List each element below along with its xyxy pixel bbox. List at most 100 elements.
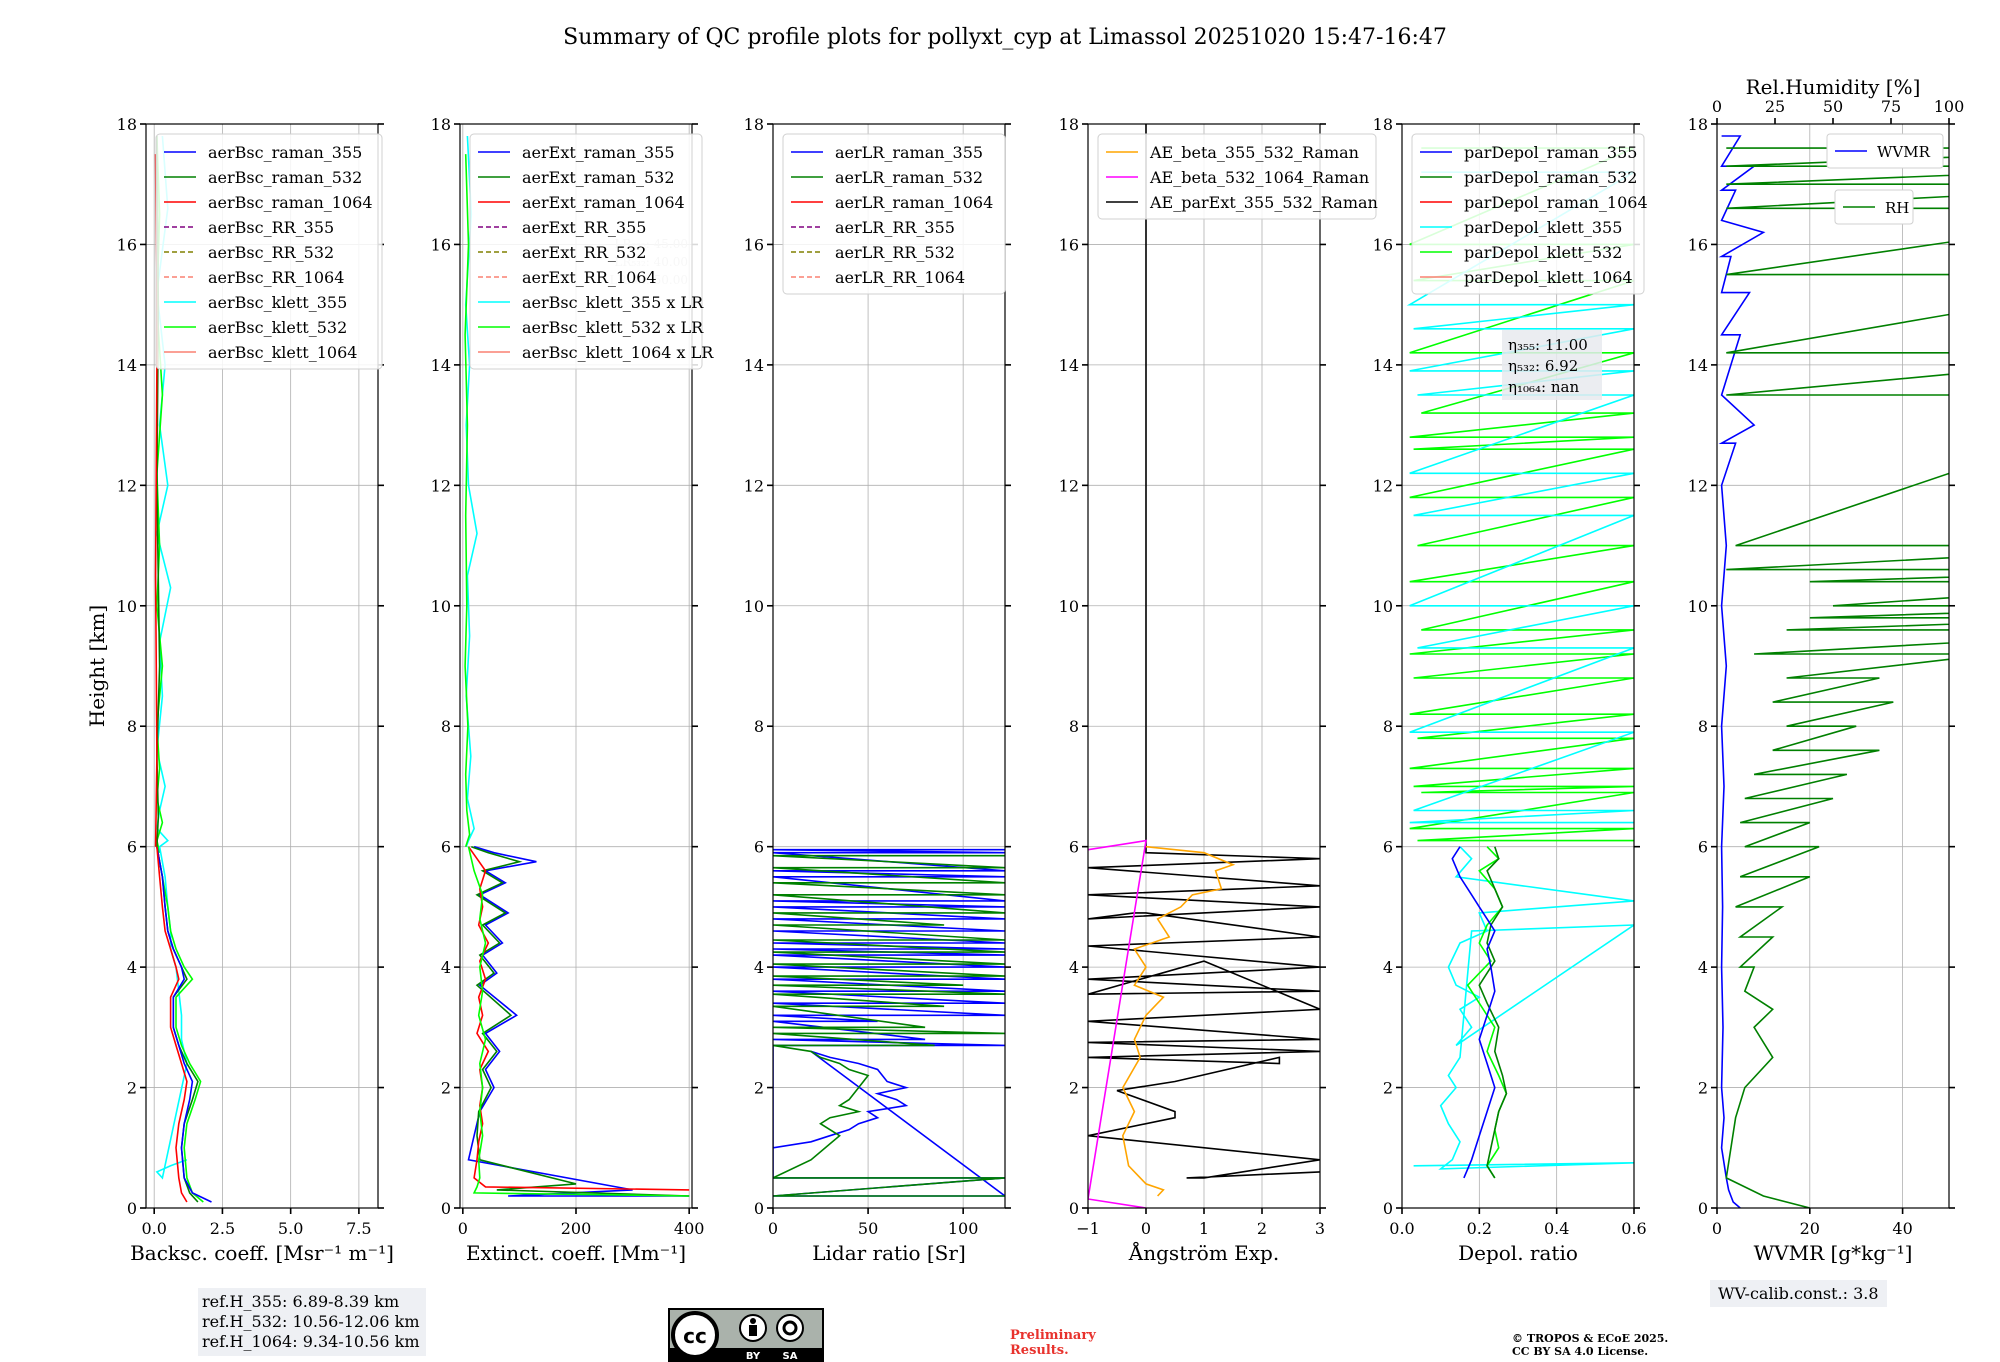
legend-label: aerExt_RR_1064 (522, 268, 657, 287)
preliminary-line-2: Results. (1010, 1343, 1069, 1358)
wv-calib-text: WV-calib.const.: 3.8 (1718, 1284, 1879, 1303)
ytick-label: 4 (754, 958, 764, 977)
preliminary-line-1: Preliminary (1010, 1328, 1096, 1343)
series-aerBsc_raman_1064_low (156, 846, 188, 1203)
legend-label: aerLR_raman_1064 (835, 193, 993, 212)
ytick-label: 0 (1383, 1199, 1393, 1218)
series-aerBsc_raman_532_low (156, 846, 199, 1203)
ytick-label: 2 (1383, 1079, 1393, 1098)
legend-label: aerBsc_klett_355 x LR (522, 293, 704, 312)
xtick-label: 7.5 (346, 1219, 371, 1238)
ytick-label: 6 (441, 838, 451, 857)
legend-label: AE_beta_355_532_Raman (1149, 143, 1359, 162)
series-klett_355_x_LR (464, 135, 478, 847)
ytick-label: 18 (1688, 115, 1708, 134)
ytick-label: 6 (1383, 838, 1393, 857)
xtick-label: 40 (1892, 1219, 1912, 1238)
ytick-label: 14 (1688, 356, 1708, 375)
ytick-label: 0 (1069, 1199, 1079, 1218)
axes-frame (1716, 123, 1950, 1209)
series-AE_beta_355_532_Raman (1121, 845, 1236, 1197)
copyright-notice: © TROPOS & ECoE 2025. CC BY SA 4.0 Licen… (1512, 1332, 1668, 1358)
legend-label: aerBsc_RR_532 (208, 243, 334, 262)
legend-label: aerLR_RR_532 (835, 243, 955, 262)
legend-box (469, 133, 703, 370)
eta-text: η₁₀₆₄: nan (1508, 378, 1579, 396)
xtick-label: 20 (1800, 1219, 1820, 1238)
ytick-label: 18 (1059, 115, 1079, 134)
legend-label: parDepol_klett_355 (1464, 218, 1622, 237)
xtick-label: 0.2 (1467, 1219, 1492, 1238)
ytick-label: 0 (1698, 1199, 1708, 1218)
legend-label: aerExt_raman_355 (522, 143, 675, 162)
series-raman_355 (467, 845, 690, 1197)
xtick-label: 0 (458, 1219, 468, 1238)
ytick-label: 18 (744, 115, 764, 134)
ytick-label: 12 (117, 476, 137, 495)
ytick-label: 18 (1373, 115, 1393, 134)
preliminary-notice: Preliminary Results. (1010, 1328, 1096, 1358)
legend-label: parDepol_klett_532 (1464, 243, 1622, 262)
top-xtick-label: 100 (1934, 97, 1965, 116)
copyright-line-2: CC BY SA 4.0 License. (1512, 1345, 1649, 1358)
xtick-label: 0 (1712, 1219, 1722, 1238)
legend-label: AE_beta_532_1064_Raman (1149, 168, 1369, 187)
ytick-label: 10 (1373, 597, 1393, 616)
legend-label: parDepol_raman_1064 (1464, 193, 1648, 212)
xtick-label: 0.0 (141, 1219, 166, 1238)
cc-license-badge: cc BY SA (668, 1308, 824, 1362)
series-parDepol_klett_355_high (1406, 171, 1634, 824)
legend-label: aerExt_RR_532 (522, 243, 646, 262)
legend-label: parDepol_klett_1064 (1464, 268, 1633, 287)
ytick-label: 14 (744, 356, 764, 375)
xtick-label: 50 (858, 1219, 878, 1238)
top-xtick-label: 50 (1823, 97, 1843, 116)
axes-frame (772, 123, 1006, 1209)
xtick-label: 400 (674, 1219, 705, 1238)
ytick-label: 6 (1698, 838, 1708, 857)
ytick-label: 12 (744, 476, 764, 495)
figure-title: Summary of QC profile plots for pollyxt_… (563, 25, 1447, 50)
copyright-line-1: © TROPOS & ECoE 2025. (1512, 1332, 1669, 1345)
reference-height-box: ref.H_355: 6.89-8.39 km ref.H_532: 10.56… (198, 1288, 426, 1356)
eta-text: η₅₃₂: 6.92 (1508, 357, 1578, 375)
legend-label: aerExt_RR_355 (522, 218, 646, 237)
xaxis-label: Extinct. coeff. [Mm⁻¹] (466, 1241, 686, 1265)
xaxis-label: Ångström Exp. (1128, 1240, 1279, 1265)
xaxis-label: Lidar ratio [Sr] (812, 1241, 966, 1265)
legend-label: aerBsc_raman_532 (208, 168, 362, 187)
series-WVMR (1718, 135, 1766, 1208)
legend-label: aerLR_raman_355 (835, 143, 983, 162)
series-aerBsc_klett_532_low (156, 846, 204, 1203)
legend-label: aerBsc_raman_355 (208, 143, 362, 162)
xtick-label: 0 (768, 1219, 778, 1238)
ytick-label: 16 (744, 235, 764, 254)
panel-lr: 0 2 4 6 8 10 12 14 16 18 0 50 100 Lidar ratio [Sr] aer… (744, 115, 1011, 1265)
by-badge-text: BY (746, 1351, 761, 1362)
series-aerLR_raman_532 (773, 854, 1005, 1197)
panel-depol: 0 2 4 6 8 10 12 14 16 18 0.0 0.2 0.4 0.6 Depol. ratio η… (1373, 115, 1648, 1265)
ytick-label: 14 (117, 356, 137, 375)
ytick-label: 10 (1059, 597, 1079, 616)
series-raman_1064 (467, 846, 690, 1191)
xtick-label: 0.0 (1389, 1219, 1414, 1238)
legend-label: aerExt_raman_1064 (522, 193, 685, 212)
ytick-label: 6 (754, 838, 764, 857)
ref-height-355: ref.H_355: 6.89-8.39 km (202, 1292, 400, 1311)
ytick-label: 0 (441, 1199, 451, 1218)
ref-height-532: ref.H_532: 10.56-12.06 km (202, 1312, 420, 1331)
legend-label: aerBsc_klett_1064 (208, 343, 357, 362)
ytick-label: 2 (441, 1079, 451, 1098)
ytick-label: 16 (431, 235, 451, 254)
ytick-label: 18 (431, 115, 451, 134)
eta-text: η₃₅₅: 11.00 (1508, 336, 1588, 354)
legend-label: aerLR_RR_355 (835, 218, 955, 237)
ytick-label: 16 (1688, 235, 1708, 254)
ytick-label: 4 (441, 958, 451, 977)
ytick-label: 12 (431, 476, 451, 495)
ytick-label: 14 (1373, 356, 1393, 375)
wv-calib-box: WV-calib.const.: 3.8 (1710, 1280, 1887, 1307)
xaxis-label: Backsc. coeff. [Msr⁻¹ m⁻¹] (130, 1241, 394, 1265)
ytick-label: 8 (441, 717, 451, 736)
